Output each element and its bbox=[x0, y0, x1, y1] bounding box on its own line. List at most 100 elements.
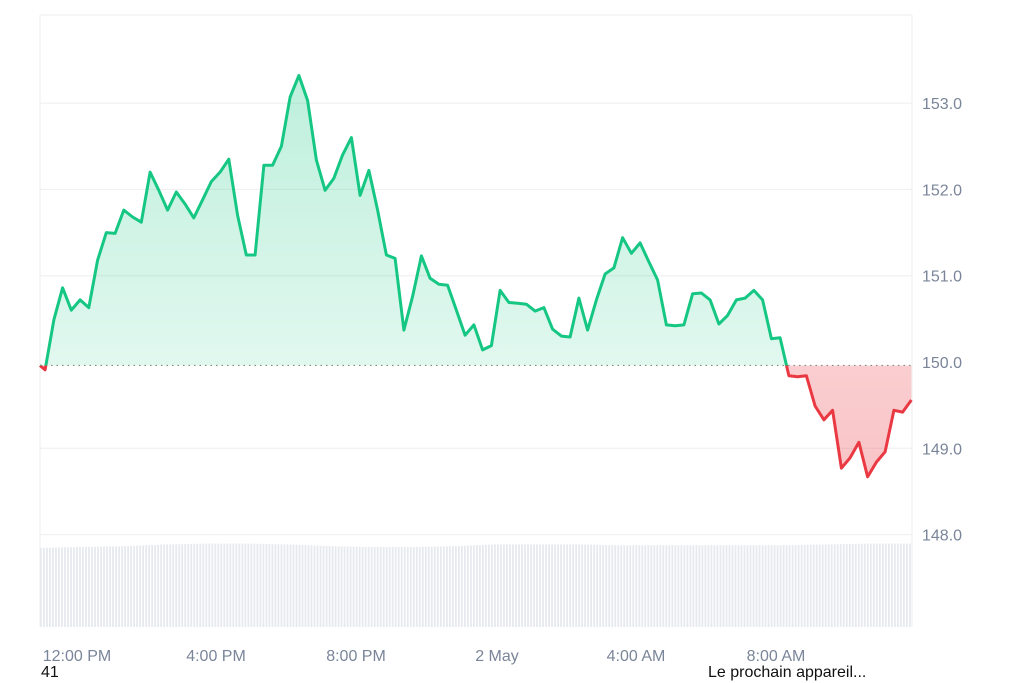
volume-bar bbox=[331, 546, 334, 627]
volume-bar bbox=[662, 545, 665, 627]
volume-bar bbox=[280, 544, 283, 627]
volume-bar bbox=[545, 544, 547, 627]
volume-bar bbox=[611, 545, 614, 627]
volume-bar bbox=[52, 547, 54, 627]
volume-bar bbox=[521, 544, 523, 627]
volume-bar bbox=[343, 546, 346, 627]
volume-bar bbox=[887, 543, 890, 627]
volume-bar bbox=[49, 547, 51, 627]
y-tick-label: 148.0 bbox=[922, 528, 962, 545]
area-fill-above-baseline bbox=[45, 75, 787, 366]
volume-bar bbox=[794, 545, 797, 627]
volume-bars bbox=[40, 543, 911, 627]
volume-bar bbox=[890, 543, 893, 627]
volume-bar bbox=[878, 543, 881, 627]
volume-bar bbox=[680, 545, 683, 627]
volume-bar bbox=[524, 544, 526, 627]
volume-bar bbox=[536, 544, 538, 627]
volume-bar bbox=[115, 546, 117, 627]
volume-bar bbox=[364, 546, 367, 627]
volume-bar bbox=[719, 545, 722, 627]
price-line-above-baseline bbox=[40, 74, 789, 366]
volume-bar bbox=[472, 545, 475, 627]
volume-bar bbox=[373, 547, 376, 627]
volume-bar bbox=[605, 545, 608, 627]
volume-bar bbox=[881, 543, 884, 627]
volume-bar bbox=[650, 545, 653, 627]
volume-bar bbox=[454, 546, 457, 627]
volume-bar bbox=[73, 547, 75, 627]
volume-bar bbox=[740, 545, 743, 627]
volume-bar bbox=[313, 545, 316, 627]
volume-bar bbox=[599, 544, 602, 627]
volume-bar bbox=[217, 543, 220, 627]
volume-bar bbox=[593, 544, 596, 627]
volume-bar bbox=[67, 547, 69, 627]
volume-bar bbox=[106, 546, 108, 627]
volume-bar bbox=[779, 545, 782, 627]
volume-bar bbox=[596, 544, 599, 627]
volume-bar bbox=[190, 543, 193, 627]
volume-bar bbox=[698, 545, 701, 627]
volume-bar bbox=[725, 545, 728, 627]
volume-bar bbox=[569, 544, 572, 627]
volume-bar bbox=[689, 545, 692, 627]
volume-bar bbox=[463, 545, 466, 627]
volume-bar bbox=[845, 544, 848, 627]
volume-bar bbox=[830, 544, 833, 627]
volume-bar bbox=[289, 544, 292, 627]
volume-bar bbox=[304, 545, 307, 627]
volume-bar bbox=[334, 546, 337, 627]
volume-bar bbox=[70, 547, 72, 627]
volume-bar bbox=[770, 545, 773, 627]
volume-bar bbox=[866, 543, 869, 627]
volume-bar bbox=[653, 545, 656, 627]
volume-bar bbox=[178, 544, 181, 627]
volume-bar bbox=[737, 545, 740, 627]
volume-bar bbox=[139, 545, 142, 627]
volume-bar bbox=[352, 546, 355, 627]
volume-bar bbox=[193, 543, 196, 627]
x-axis-ticks: 12:00 PM 4:00 PM 8:00 PM 2 May 4:00 AM 8:00 A… bbox=[43, 648, 806, 665]
volume-bar bbox=[202, 543, 205, 627]
volume-bar bbox=[208, 543, 211, 627]
volume-bar bbox=[797, 545, 800, 627]
volume-bar bbox=[476, 545, 478, 627]
x-tick-label: 8:00 PM bbox=[326, 648, 386, 665]
volume-bar bbox=[833, 544, 836, 627]
volume-bar bbox=[554, 544, 556, 627]
volume-bar bbox=[355, 546, 358, 627]
volume-bar bbox=[485, 544, 487, 627]
volume-bar bbox=[728, 545, 731, 627]
volume-bar bbox=[133, 545, 136, 627]
volume-bar bbox=[908, 543, 911, 627]
volume-bar bbox=[76, 547, 78, 627]
volume-bar bbox=[800, 544, 803, 627]
y-tick-label: 150.0 bbox=[922, 355, 962, 372]
volume-bar bbox=[271, 544, 274, 627]
volume-bar bbox=[566, 544, 569, 627]
volume-bar bbox=[103, 546, 105, 627]
volume-bar bbox=[617, 545, 620, 627]
volume-bar bbox=[109, 546, 111, 627]
volume-bar bbox=[836, 544, 839, 627]
volume-bar bbox=[863, 543, 866, 627]
volume-bar bbox=[818, 544, 821, 627]
y-tick-label: 153.0 bbox=[922, 96, 962, 113]
volume-bar bbox=[409, 547, 412, 627]
volume-bar bbox=[169, 544, 172, 627]
volume-bar bbox=[451, 546, 454, 627]
volume-bar bbox=[674, 545, 677, 627]
volume-bar bbox=[265, 543, 268, 627]
volume-bar bbox=[701, 545, 704, 627]
volume-bar bbox=[884, 543, 887, 627]
volume-bar bbox=[608, 545, 611, 627]
volume-bar bbox=[406, 547, 409, 627]
volume-bar bbox=[710, 545, 713, 627]
volume-bar bbox=[199, 543, 202, 627]
volume-bar bbox=[659, 545, 662, 627]
volume-bar bbox=[244, 543, 247, 627]
volume-bar bbox=[782, 545, 785, 627]
volume-bar bbox=[166, 544, 169, 627]
volume-bar bbox=[214, 543, 217, 627]
